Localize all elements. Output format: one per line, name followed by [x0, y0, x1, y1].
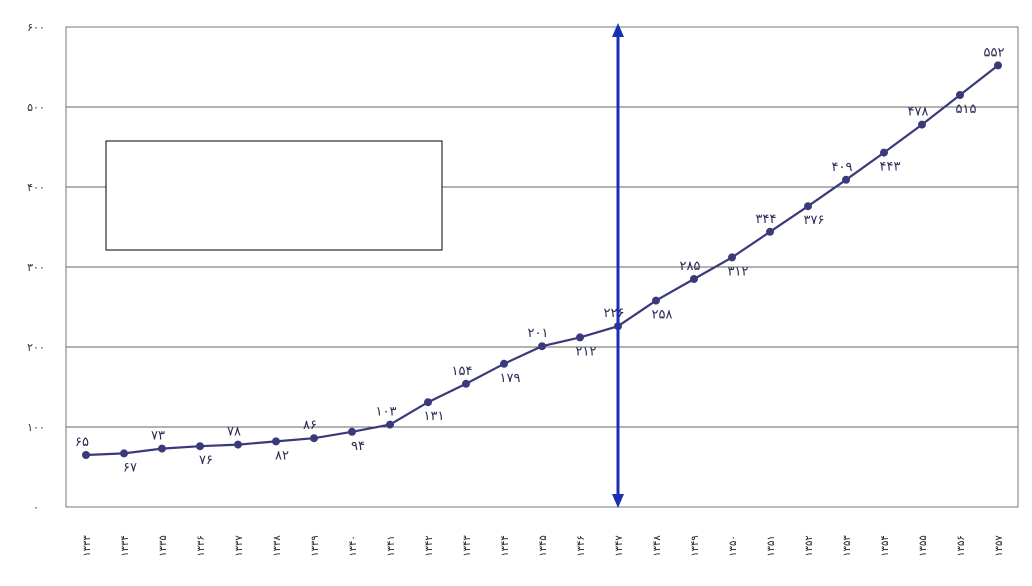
data-point — [766, 227, 774, 236]
data-point — [272, 437, 280, 446]
data-label: ۲۵۸ — [652, 308, 673, 323]
data-point — [462, 379, 470, 388]
data-point — [500, 359, 508, 368]
data-point — [234, 440, 242, 449]
x-tick-label: ۱۳۳۷ — [234, 535, 245, 557]
data-label: ۲۸۵ — [680, 259, 701, 274]
x-tick-label: ۱۳۳۸ — [272, 535, 283, 557]
data-point — [310, 434, 318, 443]
marker-arrow-down — [612, 494, 624, 508]
x-tick-label: ۱۳۳۳ — [82, 535, 93, 557]
data-label: ۷۳ — [151, 429, 165, 444]
data-point — [120, 449, 128, 458]
data-label: ۳۴۴ — [756, 212, 777, 227]
y-tick-label: ۳۰۰ — [27, 261, 45, 274]
legend-box — [105, 140, 443, 251]
y-tick-label: ۱۰۰ — [27, 421, 45, 434]
x-tick-label: ۱۳۴۲ — [424, 535, 435, 556]
data-point — [348, 427, 356, 436]
x-tick-label: ۱۳۴۵ — [538, 535, 549, 556]
x-tick-label: ۱۳۳۹ — [310, 535, 321, 556]
data-points — [82, 61, 1002, 459]
data-label: ۲۰۱ — [528, 326, 549, 341]
data-label: ۵۵۲ — [984, 45, 1005, 60]
x-tick-label: ۱۳۳۴ — [120, 535, 131, 556]
data-point — [690, 275, 698, 283]
data-point — [956, 91, 964, 99]
x-tick-label: ۱۳۴۰ — [348, 535, 359, 556]
data-point — [804, 202, 812, 211]
x-tick-label: ۱۳۵۶ — [956, 535, 967, 556]
x-tick-label: ۱۳۳۵ — [158, 535, 169, 556]
vertical-marker-arrow — [612, 23, 624, 508]
data-label: ۴۴۳ — [880, 160, 901, 175]
y-tick-label: ۴۰۰ — [27, 181, 45, 194]
data-point — [994, 61, 1002, 70]
data-label: ۱۷۹ — [500, 371, 521, 386]
y-tick-label: ۰ — [33, 501, 39, 514]
data-label: ۷۶ — [199, 453, 213, 468]
x-tick-label: ۱۳۴۶ — [576, 535, 587, 556]
data-label: ۱۳۱ — [424, 409, 445, 424]
marker-arrow-up — [612, 23, 624, 37]
data-point — [842, 175, 850, 184]
data-point — [538, 342, 546, 351]
data-point — [82, 451, 90, 459]
x-tick-label: ۱۳۴۴ — [500, 535, 511, 556]
data-label: ۳۱۲ — [728, 264, 749, 279]
data-label: ۹۴ — [351, 439, 365, 454]
x-tick-label: ۱۳۵۵ — [918, 535, 929, 556]
x-tick-label: ۱۳۴۳ — [462, 535, 473, 557]
y-tick-label: ۵۰۰ — [27, 101, 45, 114]
data-point — [880, 148, 888, 157]
x-tick-label: ۱۳۵۱ — [766, 535, 777, 556]
data-label: ۱۵۴ — [452, 364, 473, 379]
x-tick-label: ۱۳۴۸ — [652, 535, 663, 557]
data-label: ۲۲۶ — [604, 306, 625, 321]
data-label: ۷۸ — [227, 425, 241, 440]
data-label: ۸۶ — [303, 418, 317, 433]
data-label: ۸۲ — [275, 448, 289, 463]
data-point — [918, 120, 926, 129]
data-label: ۴۰۹ — [832, 160, 853, 175]
x-tick-label: ۱۳۵۰ — [728, 535, 739, 556]
data-point — [728, 253, 736, 262]
x-tick-label: ۱۳۳۶ — [196, 535, 207, 556]
x-tick-label: ۱۳۵۳ — [842, 535, 853, 557]
x-tick-label: ۱۳۵۲ — [804, 535, 815, 556]
data-point — [424, 398, 432, 407]
data-label: ۵۱۵ — [956, 102, 977, 117]
x-axis-ticks: ۱۳۳۳ ۱۳۳۴ ۱۳۳۵ ۱۳۳۶ ۱۳۳۷ ۱۳۳۸ ۱۳۳۹ ۱۳۴۰ ۱۳۴۱ ۱۳۴۲… — [82, 535, 1005, 557]
data-label: ۶۷ — [123, 460, 137, 475]
x-tick-label: ۱۳۴۹ — [690, 535, 701, 556]
x-tick-label: ۱۳۵۷ — [994, 535, 1005, 557]
data-label: ۴۷۸ — [908, 105, 929, 120]
y-axis-ticks: ۰ ۱۰۰ ۲۰۰ ۳۰۰ ۴۰۰ ۵۰۰ ۶۰۰ — [27, 21, 45, 514]
y-tick-label: ۶۰۰ — [27, 21, 45, 34]
data-point — [158, 444, 166, 453]
data-label: ۲۱۲ — [576, 344, 597, 359]
data-point — [576, 333, 584, 342]
data-label: ۶۵ — [75, 435, 89, 450]
y-tick-label: ۲۰۰ — [27, 341, 45, 354]
x-tick-label: ۱۳۴۱ — [386, 535, 397, 556]
data-point — [196, 442, 204, 451]
x-tick-label: ۱۳۴۷ — [614, 535, 625, 557]
data-label: ۳۷۶ — [804, 213, 825, 228]
data-point — [652, 296, 660, 305]
x-tick-label: ۱۳۵۴ — [880, 535, 891, 556]
data-label: ۱۰۳ — [376, 405, 397, 420]
data-point — [386, 420, 394, 429]
